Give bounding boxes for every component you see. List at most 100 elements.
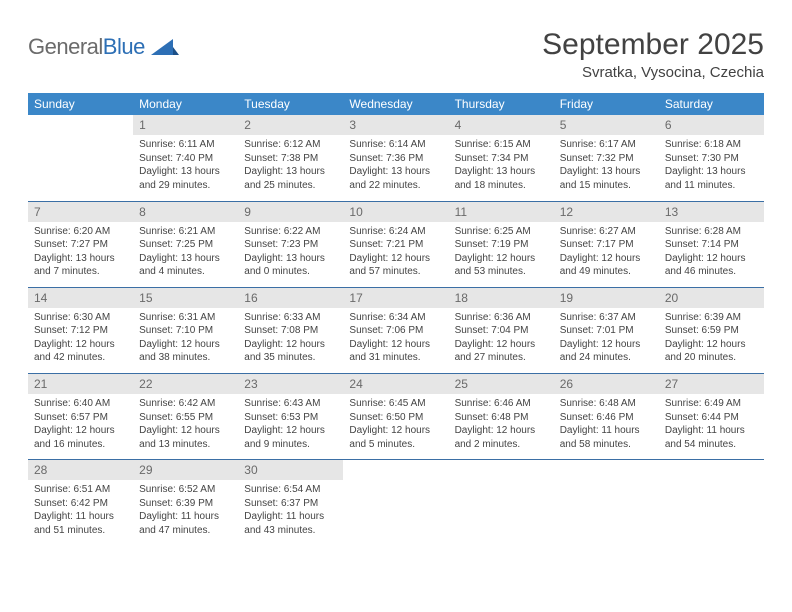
calendar-table: Sunday Monday Tuesday Wednesday Thursday… [28, 93, 764, 546]
sunset-text: Sunset: 6:44 PM [665, 411, 758, 425]
calendar-cell: 5Sunrise: 6:17 AMSunset: 7:32 PMDaylight… [554, 115, 659, 201]
sunset-text: Sunset: 6:46 PM [560, 411, 653, 425]
calendar-cell: 27 Sunrise: 6:49 AMSunset: 6:44 PMDayligh… [659, 373, 764, 459]
day-number: 22 [133, 374, 238, 394]
daylight-text: Daylight: 12 hours and 24 minutes. [560, 338, 653, 365]
day-number: 13 [659, 202, 764, 222]
day-number: 26 [554, 374, 659, 394]
calendar-cell [554, 460, 659, 546]
day-number: 28 [28, 460, 133, 480]
calendar-cell: 7Sunrise: 6:20 AMSunset: 7:27 PMDaylight… [28, 201, 133, 287]
header: GeneralBlue September 2025 Svratka, Vyso… [28, 24, 764, 81]
weekday-header: Tuesday [238, 93, 343, 115]
sunset-text: Sunset: 7:30 PM [665, 152, 758, 166]
sunset-text: Sunset: 7:27 PM [34, 238, 127, 252]
sunset-text: Sunset: 6:39 PM [139, 497, 232, 511]
calendar-cell: 1Sunrise: 6:11 AMSunset: 7:40 PMDaylight… [133, 115, 238, 201]
day-number: 30 [238, 460, 343, 480]
sunset-text: Sunset: 6:37 PM [244, 497, 337, 511]
calendar-cell: 21Sunrise: 6:40 AMSunset: 6:57 PMDayligh… [28, 373, 133, 459]
day-number: 1 [133, 115, 238, 135]
sunrise-text: Sunrise: 6:37 AM [560, 311, 653, 325]
calendar-cell: 26Sunrise: 6:48 AMSunset: 6:46 PMDayligh… [554, 373, 659, 459]
sunset-text: Sunset: 7:14 PM [665, 238, 758, 252]
daylight-text: Daylight: 12 hours and 5 minutes. [349, 424, 442, 451]
sunrise-text: Sunrise: 6:21 AM [139, 225, 232, 239]
day-number: 27 [659, 374, 764, 394]
daylight-text: Daylight: 12 hours and 16 minutes. [34, 424, 127, 451]
day-number: 3 [343, 115, 448, 135]
weekday-header: Friday [554, 93, 659, 115]
daylight-text: Daylight: 12 hours and 9 minutes. [244, 424, 337, 451]
daylight-text: Daylight: 12 hours and 27 minutes. [455, 338, 548, 365]
sunrise-text: Sunrise: 6:43 AM [244, 397, 337, 411]
daylight-text: Daylight: 13 hours and 7 minutes. [34, 252, 127, 279]
location-text: Svratka, Vysocina, Czechia [542, 64, 764, 81]
sunrise-text: Sunrise: 6:46 AM [455, 397, 548, 411]
daylight-text: Daylight: 12 hours and 13 minutes. [139, 424, 232, 451]
daylight-text: Daylight: 12 hours and 35 minutes. [244, 338, 337, 365]
calendar-cell: 11 Sunrise: 6:25 AMSunset: 7:19 PMDayligh… [449, 201, 554, 287]
calendar-cell: 9Sunrise: 6:22 AMSunset: 7:23 PMDaylight… [238, 201, 343, 287]
brand-name-blue: Blue [103, 34, 145, 59]
sunrise-text: Sunrise: 6:51 AM [34, 483, 127, 497]
daylight-text: Daylight: 11 hours and 51 minutes. [34, 510, 127, 537]
sunset-text: Sunset: 7:10 PM [139, 324, 232, 338]
calendar-cell: 30Sunrise: 6:54 AMSunset: 6:37 PMDayligh… [238, 460, 343, 546]
day-number: 21 [28, 374, 133, 394]
sunset-text: Sunset: 6:48 PM [455, 411, 548, 425]
daylight-text: Daylight: 12 hours and 49 minutes. [560, 252, 653, 279]
sunrise-text: Sunrise: 6:33 AM [244, 311, 337, 325]
calendar-cell: 14Sunrise: 6:30 AMSunset: 7:12 PMDayligh… [28, 287, 133, 373]
daylight-text: Daylight: 11 hours and 58 minutes. [560, 424, 653, 451]
daylight-text: Daylight: 12 hours and 57 minutes. [349, 252, 442, 279]
sunset-text: Sunset: 6:53 PM [244, 411, 337, 425]
sunrise-text: Sunrise: 6:28 AM [665, 225, 758, 239]
day-number: 29 [133, 460, 238, 480]
weekday-header: Sunday [28, 93, 133, 115]
sunrise-text: Sunrise: 6:40 AM [34, 397, 127, 411]
calendar-cell [449, 460, 554, 546]
calendar-cell: 13 Sunrise: 6:28 AMSunset: 7:14 PMDayligh… [659, 201, 764, 287]
calendar-cell: 24Sunrise: 6:45 AMSunset: 6:50 PMDayligh… [343, 373, 448, 459]
sunset-text: Sunset: 7:08 PM [244, 324, 337, 338]
brand-name: GeneralBlue [28, 34, 145, 60]
title-block: September 2025 Svratka, Vysocina, Czechi… [542, 24, 764, 81]
sunrise-text: Sunrise: 6:45 AM [349, 397, 442, 411]
sunset-text: Sunset: 7:04 PM [455, 324, 548, 338]
calendar-cell: 8Sunrise: 6:21 AMSunset: 7:25 PMDaylight… [133, 201, 238, 287]
calendar-cell [343, 460, 448, 546]
day-number: 11 [449, 202, 554, 222]
day-number: 7 [28, 202, 133, 222]
sunset-text: Sunset: 7:17 PM [560, 238, 653, 252]
weekday-header: Wednesday [343, 93, 448, 115]
sunset-text: Sunset: 7:23 PM [244, 238, 337, 252]
calendar-cell: 6Sunrise: 6:18 AMSunset: 7:30 PMDaylight… [659, 115, 764, 201]
daylight-text: Daylight: 11 hours and 43 minutes. [244, 510, 337, 537]
weekday-header: Monday [133, 93, 238, 115]
sunrise-text: Sunrise: 6:31 AM [139, 311, 232, 325]
month-title: September 2025 [542, 28, 764, 62]
daylight-text: Daylight: 11 hours and 47 minutes. [139, 510, 232, 537]
daylight-text: Daylight: 12 hours and 46 minutes. [665, 252, 758, 279]
daylight-text: Daylight: 11 hours and 54 minutes. [665, 424, 758, 451]
sunrise-text: Sunrise: 6:17 AM [560, 138, 653, 152]
calendar-cell: 4Sunrise: 6:15 AMSunset: 7:34 PMDaylight… [449, 115, 554, 201]
daylight-text: Daylight: 13 hours and 25 minutes. [244, 165, 337, 192]
calendar-page: GeneralBlue September 2025 Svratka, Vyso… [0, 0, 792, 570]
calendar-row: 1Sunrise: 6:11 AMSunset: 7:40 PMDaylight… [28, 115, 764, 201]
sunset-text: Sunset: 7:19 PM [455, 238, 548, 252]
sunset-text: Sunset: 7:32 PM [560, 152, 653, 166]
daylight-text: Daylight: 12 hours and 53 minutes. [455, 252, 548, 279]
sunrise-text: Sunrise: 6:12 AM [244, 138, 337, 152]
sunrise-text: Sunrise: 6:30 AM [34, 311, 127, 325]
daylight-text: Daylight: 13 hours and 4 minutes. [139, 252, 232, 279]
weekday-header: Thursday [449, 93, 554, 115]
day-number: 15 [133, 288, 238, 308]
daylight-text: Daylight: 12 hours and 2 minutes. [455, 424, 548, 451]
sunset-text: Sunset: 7:12 PM [34, 324, 127, 338]
daylight-text: Daylight: 13 hours and 15 minutes. [560, 165, 653, 192]
sunset-text: Sunset: 7:06 PM [349, 324, 442, 338]
sunrise-text: Sunrise: 6:25 AM [455, 225, 548, 239]
sunrise-text: Sunrise: 6:49 AM [665, 397, 758, 411]
